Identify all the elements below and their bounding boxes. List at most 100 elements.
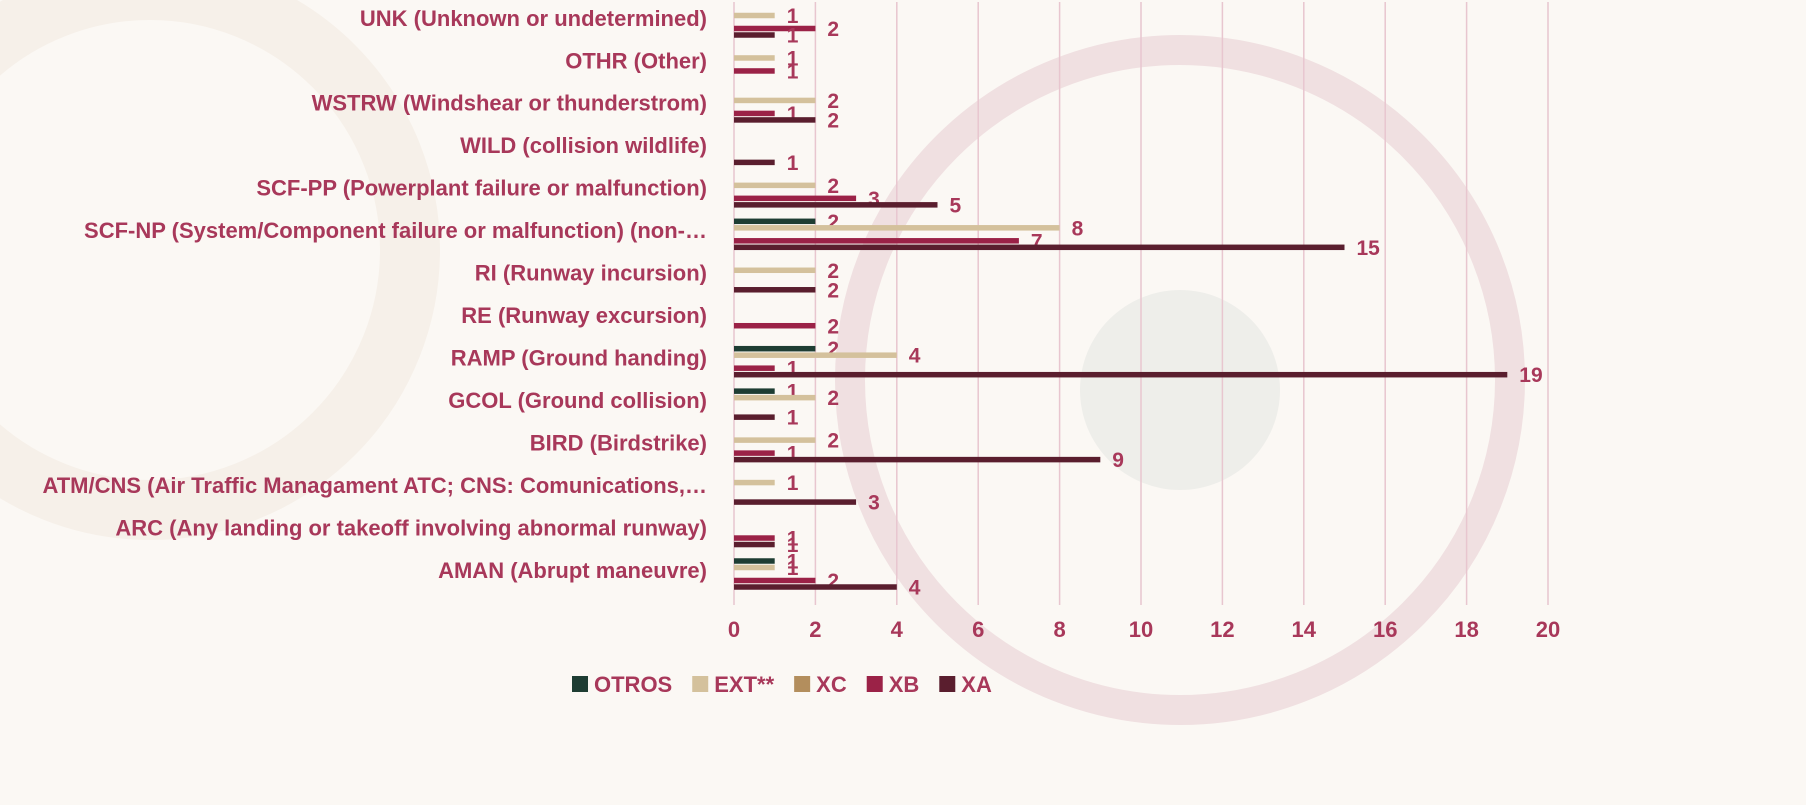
bar [734,244,1345,251]
data-label: 2 [827,109,839,132]
bar [734,25,816,32]
y-tick-label: GCOL (Ground collision) [448,388,707,413]
bar [734,564,775,571]
bar [734,388,775,394]
data-label: 1 [787,152,799,175]
data-label: 2 [827,18,839,41]
data-label: 1 [787,557,799,580]
bar [734,68,775,74]
x-tick-label: 14 [1292,617,1317,642]
bar [734,97,816,104]
legend-label: OTROS [594,672,672,697]
data-label: 2 [827,260,839,283]
y-tick-label: ARC (Any landing or takeoff involving ab… [115,515,707,540]
bar [734,437,816,443]
x-tick-label: 16 [1373,617,1397,642]
bar [734,55,775,61]
legend-label: EXT** [714,672,774,697]
legend-label: XC [816,672,847,697]
legend-swatch [692,676,709,692]
data-label: 4 [909,577,921,600]
bar [734,394,816,401]
x-tick-label: 0 [728,617,740,642]
y-tick-label: BIRD (Birdstrike) [530,430,707,455]
bar [734,225,1060,231]
y-tick-label: SCF-NP (System/Component failure or malf… [84,218,707,243]
bar [734,287,816,293]
data-label: 2 [827,90,839,113]
bar [734,267,816,274]
y-tick-label: WSTRW (Windshear or thunderstrom) [312,91,707,116]
data-label: 2 [827,279,839,302]
data-label: 15 [1357,237,1381,260]
x-tick-label: 8 [1053,617,1065,642]
bar [734,371,1508,378]
data-label: 2 [827,338,839,361]
x-tick-label: 12 [1210,617,1234,642]
data-label: 2 [827,211,839,234]
data-label: 1 [787,534,799,557]
x-tick-label: 2 [809,617,821,642]
legend-swatch [939,676,956,692]
data-label: 2 [827,175,839,198]
data-label: 2 [827,315,839,338]
y-tick-label: OTHR (Other) [565,48,707,73]
bar [734,584,897,590]
x-tick-label: 6 [972,617,984,642]
bar [734,202,938,208]
bar [734,450,775,456]
data-label: 5 [950,194,962,217]
x-tick-label: 20 [1536,617,1560,642]
bar [734,12,775,19]
bar [734,345,816,352]
bar [734,456,1101,463]
data-label: 4 [909,345,921,368]
y-tick-label: RAMP (Ground handing) [451,346,707,371]
y-tick-label: AMAN (Abrupt maneuvre) [438,558,707,583]
y-tick-label: RE (Runway excursion) [461,303,707,328]
legend-swatch [866,676,883,692]
data-label: 8 [1072,217,1084,240]
data-label: 1 [787,528,799,551]
legend-label: XB [889,672,920,697]
data-label: 2 [827,387,839,410]
data-label: 1 [787,5,799,28]
y-tick-label: RI (Runway incursion) [475,261,707,286]
data-label: 1 [787,407,799,430]
bar [734,558,775,564]
bar [734,117,816,123]
data-label: 1 [787,25,799,48]
data-label: 1 [787,48,799,71]
y-tick-label: ATM/CNS (Air Traffic Managament ATC; CNS… [42,473,707,498]
data-label: 1 [787,61,799,84]
bar [734,541,775,548]
bar [734,322,816,329]
data-label: 3 [868,188,880,211]
bar [734,218,816,225]
legend-label: XA [961,672,992,697]
data-label: 9 [1112,449,1124,472]
data-label: 1 [787,472,799,495]
data-label: 1 [787,551,799,574]
bar [734,238,1019,244]
data-label: 19 [1519,364,1542,387]
x-tick-label: 10 [1129,617,1153,642]
legend-swatch [572,676,588,692]
x-tick-label: 18 [1454,617,1478,642]
data-label: 2 [827,570,839,593]
bar [734,479,775,486]
bar [734,365,775,371]
x-tick-label: 4 [891,617,904,642]
data-label: 2 [827,430,839,453]
bar [734,195,857,202]
y-tick-label: SCF-PP (Powerplant failure or malfunctio… [256,176,707,201]
bar [734,577,816,584]
bar [734,159,775,166]
bar [734,110,775,117]
legend-swatch [794,676,811,692]
bar [734,352,897,358]
bar [734,499,857,505]
data-label: 3 [868,492,880,515]
bar [734,535,775,541]
